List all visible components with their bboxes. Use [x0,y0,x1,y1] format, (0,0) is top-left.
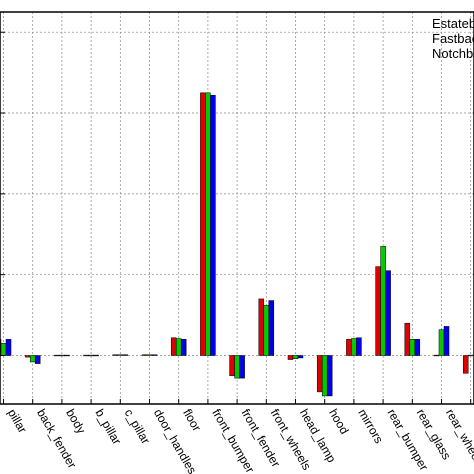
bar-estateback-rear_glass [404,322,411,356]
legend-item-estateback: Estateback [432,16,474,31]
bar-fastback-front_wheels [263,305,270,356]
bar-fastback-front_fender [234,355,240,379]
bar-estateback-body [54,354,60,357]
bar-notchback-rear_wheels [443,326,450,356]
axis-ticks [0,31,472,404]
bar-estateback-hood [316,355,323,393]
bar-fastback-b_pillar [88,354,94,357]
bar-notchback-front_bumper [210,94,216,356]
bar-estateback-c_pillar [112,354,119,356]
bar-fastback-front_bumper [205,92,211,356]
legend-item-notchback: Notchback [432,46,474,61]
bar-estateback-rear_bumper [375,266,381,356]
gridlines [0,12,474,404]
x-tick-label: c_pillar [122,407,153,447]
bar-estateback-rear_wheels [433,354,440,357]
bar-notchback-rear_glass [414,339,421,356]
bar-notchback-b_pillar [93,354,99,357]
bar-notchback-front_fender [239,355,245,379]
legend-item-fastback: Fastback [432,31,474,46]
bar-fastback-door_handles [146,354,153,356]
bar-estateback-head_lamp [287,355,294,360]
bar-estateback-mirrors [346,339,352,356]
bar-fastback-road_curve [467,354,474,357]
bar-estateback-back_fender [24,355,31,358]
bar-notchback-floor [180,339,187,356]
x-tick-label: hood [326,407,351,437]
bar-notchback-mirrors [356,337,362,356]
bar-fastback-c_pillar [117,354,124,356]
bar-estateback-floor [170,337,177,356]
bar-notchback-front_wheels [268,300,275,356]
x-tick-label: pillar [5,407,30,436]
bar-notchback-back_fender [34,355,41,364]
bar-fastback-rear_glass [409,339,416,356]
x-tick-label: rear_wheels [443,407,474,471]
x-tick-label: floor [180,407,204,434]
x-tick-label: b_pillar [93,407,124,448]
bar-fastback-hood [321,355,328,397]
bar-estateback-front_fender [229,355,235,376]
bar-notchback-door_handles [151,354,158,356]
bar-fastback-rear_wheels [438,329,445,356]
bar-notchback-body [64,354,70,357]
bar-estateback-b_pillar [83,354,89,357]
bar-estateback-road_curve [462,355,469,374]
bar-fastback-back_fender [29,355,36,363]
bar-notchback-head_lamp [297,355,304,359]
bar-notchback-c_pillar [122,354,129,356]
bar-estateback-door_handles [141,354,148,356]
bar-fastback-pillar [0,343,7,356]
x-tick-label: body [63,407,88,437]
bar-fastback-floor [175,338,182,356]
legend: EstatebackFastbackNotchback [432,16,474,61]
bar-fastback-mirrors [351,338,357,356]
bar-fastback-head_lamp [292,355,299,359]
bar-notchback-rear_bumper [385,270,391,356]
bar-fastback-rear_bumper [380,246,386,356]
x-tick-label: mirrors [355,407,386,446]
bars [0,92,474,397]
bar-notchback-hood [326,355,333,397]
bar-estateback-front_wheels [258,298,265,356]
bar-notchback-pillar [5,339,12,356]
bar-estateback-front_bumper [200,92,206,356]
bar-fastback-body [59,354,65,357]
